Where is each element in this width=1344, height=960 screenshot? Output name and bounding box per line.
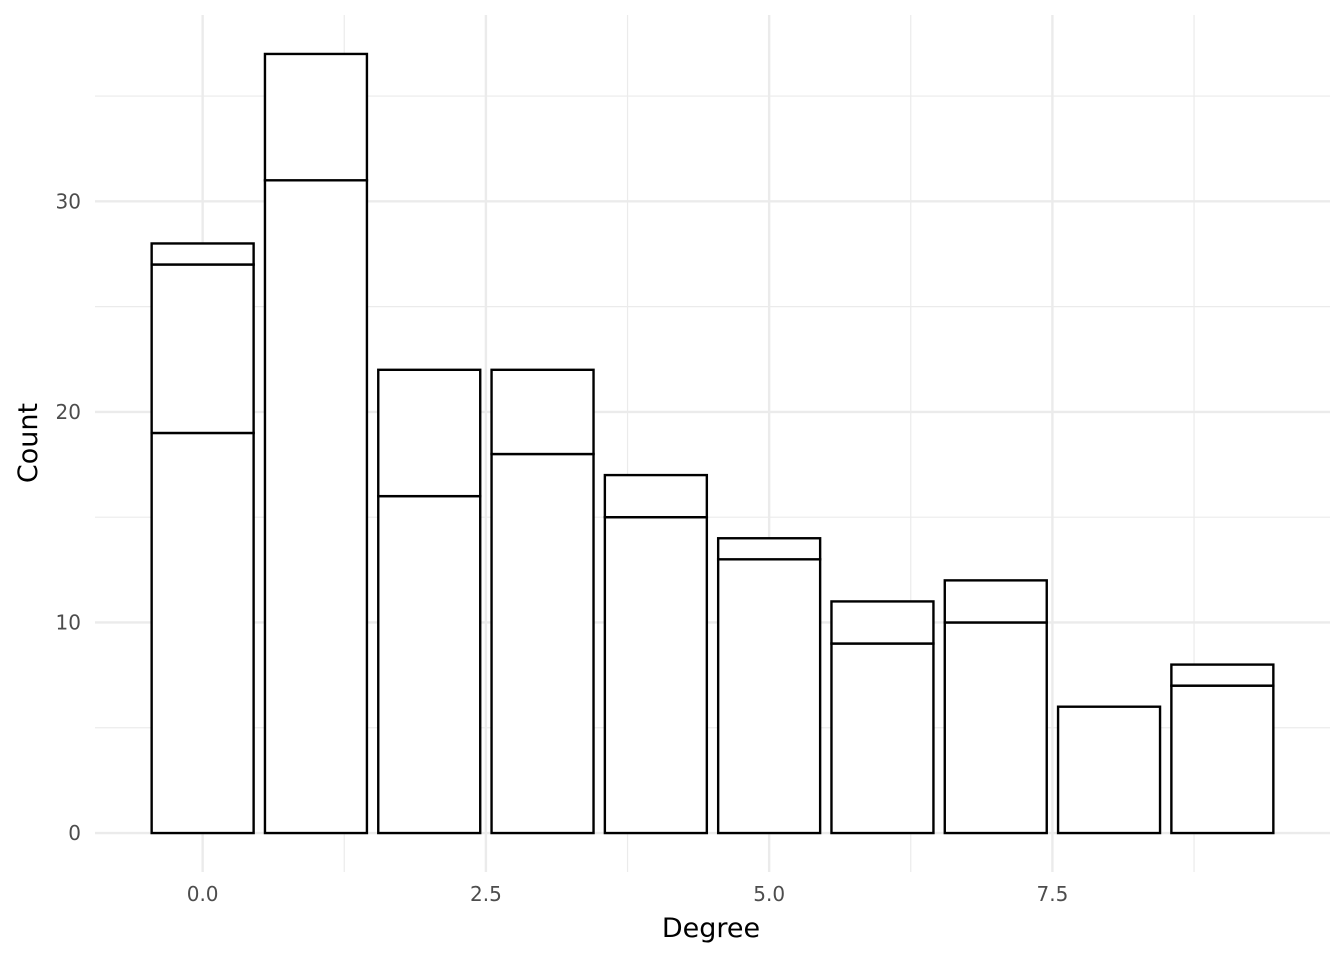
- y-tick-label: 20: [56, 400, 81, 424]
- x-axis-title: Degree: [662, 913, 760, 944]
- y-axis-ticks: 0 10 20 30: [56, 189, 81, 845]
- bar-segment: [490, 452, 595, 835]
- bar-segment: [830, 642, 935, 835]
- x-tick-label: 2.5: [470, 882, 502, 906]
- x-tick-label: 0.0: [187, 882, 219, 906]
- x-axis-ticks: 0.0 2.5 5.0 7.5: [187, 882, 1069, 906]
- y-axis-title: Count: [13, 403, 44, 483]
- y-tick-label: 10: [56, 610, 81, 634]
- bar-segment: [716, 558, 822, 835]
- x-tick-label: 7.5: [1037, 882, 1069, 906]
- bar-segment: [150, 431, 255, 835]
- bar-segment: [1170, 684, 1275, 835]
- bar-segment: [490, 368, 595, 456]
- bar-segment: [150, 242, 255, 266]
- bar-segment: [1056, 705, 1162, 835]
- bar-segment: [830, 600, 935, 645]
- bar-segment: [1170, 663, 1275, 687]
- bars: [150, 52, 1275, 835]
- bar-segment: [943, 621, 1048, 835]
- y-tick-label: 0: [68, 821, 81, 845]
- bar-segment: [377, 368, 482, 498]
- bar-segment: [943, 579, 1048, 624]
- bar-segment: [263, 179, 369, 835]
- bar-segment: [150, 263, 255, 435]
- bar-segment: [716, 537, 822, 561]
- bar-segment: [603, 473, 709, 519]
- y-tick-label: 30: [56, 189, 81, 213]
- x-tick-label: 5.0: [753, 882, 785, 906]
- bar-segment: [263, 52, 369, 182]
- bar-segment: [603, 515, 709, 835]
- bar-segment: [377, 494, 482, 835]
